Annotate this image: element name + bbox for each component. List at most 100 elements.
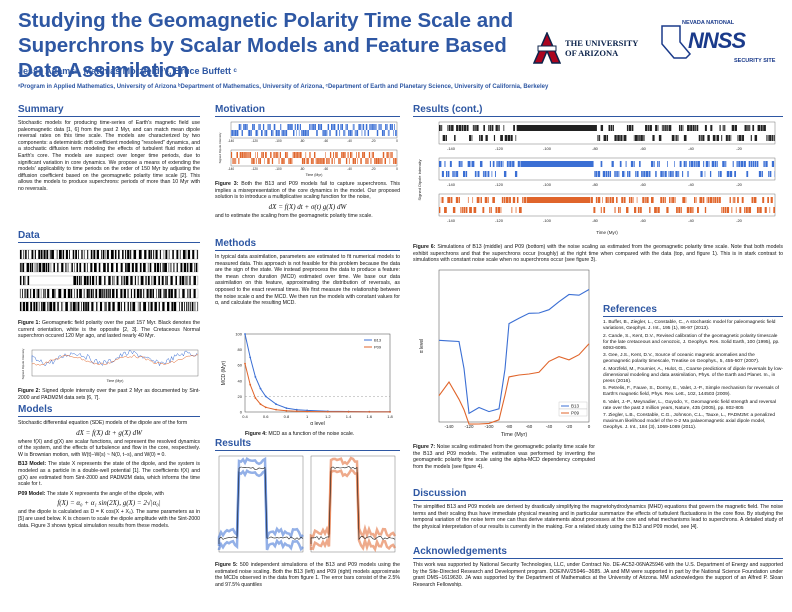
fig6-b13-bar	[729, 171, 733, 177]
fig6-p09-bar	[678, 207, 681, 213]
fig3-p09-bar	[305, 152, 307, 158]
fig4-point	[326, 410, 329, 413]
fig6-data-bar	[608, 125, 611, 131]
fig4-xtick: 1	[306, 414, 309, 419]
fig3-b13-bar	[231, 130, 232, 136]
fig3-b13-bar	[319, 124, 321, 130]
fig6-data-bar	[678, 125, 681, 131]
fig6-b13-bar	[736, 161, 738, 167]
fig6-b13-bar	[618, 171, 620, 177]
fig6-data-bar	[635, 135, 638, 141]
fig6-p09-bar	[674, 197, 676, 203]
fig6-b13-bar	[452, 171, 454, 177]
fig6-b13-bar	[487, 171, 490, 177]
fig6-p09-bar	[597, 197, 601, 203]
poster-title: Studying the Geomagnetic Polarity Time S…	[18, 9, 514, 82]
fig6-p09-bar	[450, 197, 453, 203]
fig3-p09-bar	[241, 152, 244, 158]
fig6-xtick: -20	[736, 218, 743, 223]
fig6-data-bar	[702, 135, 705, 141]
fig3-p09-bar	[234, 158, 236, 164]
references-section: References 1. Buffet, B., Ziegler, L., C…	[603, 304, 783, 433]
fig6-b13-bar	[639, 161, 641, 167]
reference-item: 2. Cande, S., Kent, D.V., Revised calibr…	[603, 333, 780, 351]
fig6-data-bar	[464, 125, 467, 131]
fig3-b13-bar	[369, 124, 371, 130]
fig4-xtick: 0.4	[242, 414, 248, 419]
polarity-row-bar	[98, 263, 101, 272]
fig6-b13-bar	[471, 161, 475, 167]
fig6-data-bar	[442, 135, 446, 141]
fig6-p09-bar	[452, 207, 456, 213]
fig3-b13-bar	[376, 130, 379, 136]
fig6-xtick: -80	[592, 218, 599, 223]
fig6-data-bar	[620, 135, 623, 141]
fig6-data-bar	[721, 135, 723, 141]
fig3-b13-bar	[370, 124, 372, 130]
fig6-xtick: -100	[543, 182, 552, 187]
fig6-p09-bar	[694, 197, 696, 203]
poster-header: Studying the Geomagnetic Polarity Time S…	[0, 0, 792, 102]
fig3-b13-bar	[296, 130, 297, 136]
fig6-p09-bar	[515, 207, 517, 213]
polarity-row-bar	[118, 250, 120, 259]
polarity-row-bar	[193, 276, 196, 285]
polarity-row-bar	[125, 250, 127, 259]
fig3-b13-bar	[310, 124, 311, 130]
polarity-row-bar	[89, 289, 91, 298]
fig6-data-bar	[707, 135, 710, 141]
fig3-b13-bar	[267, 124, 269, 130]
polarity-row-bar	[173, 302, 177, 311]
fig6-p09-bar	[670, 197, 672, 203]
polarity-row-bar	[165, 289, 167, 298]
polarity-row-bar	[58, 289, 62, 298]
reference-item: 5. Petrelis, F., Fauve, S., Dormy, E., V…	[603, 386, 779, 397]
fig6-p09-bar	[724, 207, 727, 213]
polarity-row-bar	[65, 263, 67, 272]
motivation-heading: Motivation	[215, 104, 400, 117]
fig6-xlabel: Time (Myr)	[596, 230, 618, 235]
polarity-row-bar	[114, 250, 117, 259]
fig3-b13-bar	[301, 130, 303, 136]
fig3-b13-bar	[343, 130, 345, 136]
fig3-p09-bar	[348, 158, 350, 164]
fig3-b13-bar	[280, 124, 282, 130]
fig3-p09-bar	[259, 158, 261, 164]
figure-5-caption: Figure 5: 500 independent simulations of…	[215, 562, 400, 588]
fig3-xtick: -120	[252, 139, 259, 143]
polarity-row-bar	[113, 276, 115, 285]
fig6-p09-bar	[714, 197, 717, 203]
fig6-b13-superchron	[520, 161, 594, 167]
polarity-row-bar	[158, 289, 160, 298]
fig3-b13-bar	[245, 124, 247, 130]
fig3-b13-bar	[232, 130, 234, 136]
fig3-p09-bar	[374, 158, 376, 164]
fig3-b13-bar	[291, 124, 293, 130]
polarity-row-bar	[194, 263, 195, 272]
fig3-b13-bar	[349, 130, 351, 136]
fig4-point	[285, 407, 288, 409]
fig3-p09-bar	[288, 158, 290, 164]
polarity-row-bar	[120, 289, 123, 298]
fig6-p09-bar	[442, 197, 444, 203]
fig7-series-line	[438, 343, 590, 425]
fig3-p09-bar	[238, 158, 240, 164]
fig3-b13-bar	[393, 130, 394, 136]
fig6-p09-bar	[773, 207, 775, 213]
fig6-data-superchron	[516, 125, 597, 131]
polarity-row-bar	[103, 263, 106, 272]
fig3-p09-bar	[248, 152, 250, 158]
fig6-p09-bar	[482, 207, 485, 213]
fig3-b13-bar	[264, 130, 266, 136]
fig3-p09-bar	[301, 158, 304, 164]
fig3-p09-bar	[344, 152, 346, 158]
fig6-data-bar	[724, 125, 726, 131]
polarity-row-bar	[67, 289, 71, 298]
fig3-p09-bar	[236, 152, 238, 158]
polarity-row-bar	[37, 289, 40, 298]
fig3-p09-bar	[367, 158, 369, 164]
fig3-b13-bar	[312, 124, 313, 130]
fig6-b13-bar	[714, 161, 717, 167]
polarity-row-bar	[147, 263, 149, 272]
fig3-p09-bar	[359, 152, 360, 158]
